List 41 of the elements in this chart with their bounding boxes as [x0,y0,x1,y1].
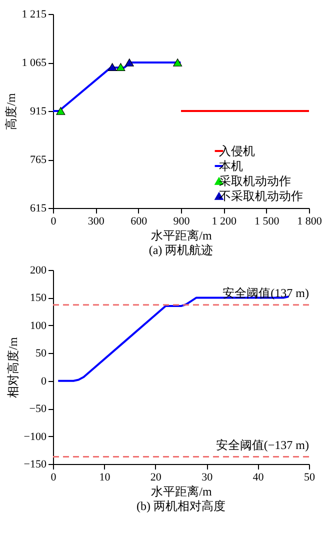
x-tick-label: 10 [99,472,111,484]
x-tick-label: 20 [150,472,162,484]
x-tick-label: 900 [173,216,190,228]
x-tick-label: 1 500 [254,216,280,228]
x-tick-label: 50 [304,472,316,484]
point [56,107,66,115]
x-tick-label: 1 200 [212,216,238,228]
point [124,58,134,66]
y-tick-label: 100 [30,320,47,332]
y-tick-label: 150 [30,292,47,304]
x-tick-label: 30 [202,472,214,484]
y-tick-label: −50 [29,403,47,416]
y-axis-title: 高度/m [4,92,18,130]
y-tick-label: 1 065 [22,57,47,69]
x-tick-label: 0 [50,472,57,484]
y-tick-label: 50 [36,348,47,360]
point [108,63,117,71]
y-tick-label: −150 [24,458,47,470]
x-tick-label: 600 [130,216,148,228]
legend-label: 入侵机 [219,144,255,158]
text: (b) 两机相对高度 [136,499,226,513]
ref-line-label: 安全阈值(−137 m) [216,438,310,452]
y-tick-label: 0 [41,375,47,388]
ref-line-label: 安全阈值(137 m) [222,286,309,300]
y-tick-label: 200 [30,264,47,276]
y-tick-label: 1 215 [22,8,47,20]
x-tick-label: 40 [252,472,264,484]
x-tick-label: 300 [88,216,105,228]
x-tick-label: 1 800 [297,216,322,228]
x-axis-title: 水平距离/m [151,484,212,498]
point [116,63,126,71]
x-axis-title: 水平距离/m [151,228,212,242]
x-tick-label: 0 [50,216,57,228]
legend-label: 本机 [219,159,243,173]
point [173,58,182,66]
y-tick-label: 915 [30,106,47,118]
text: (a) 两机航迹 [148,243,214,257]
y-tick-label: 765 [30,154,47,166]
y-tick-label: 615 [30,202,47,214]
y-tick-label: −100 [24,430,47,443]
y-axis-title: 相对高度/m [6,336,20,398]
